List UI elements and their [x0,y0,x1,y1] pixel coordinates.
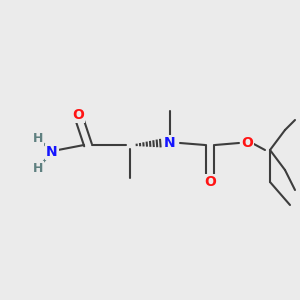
Text: H: H [33,161,43,175]
Text: O: O [241,136,253,150]
Text: N: N [46,145,58,159]
Text: N: N [164,136,176,150]
Text: H: H [33,131,43,145]
Text: O: O [72,108,84,122]
Text: O: O [204,175,216,189]
